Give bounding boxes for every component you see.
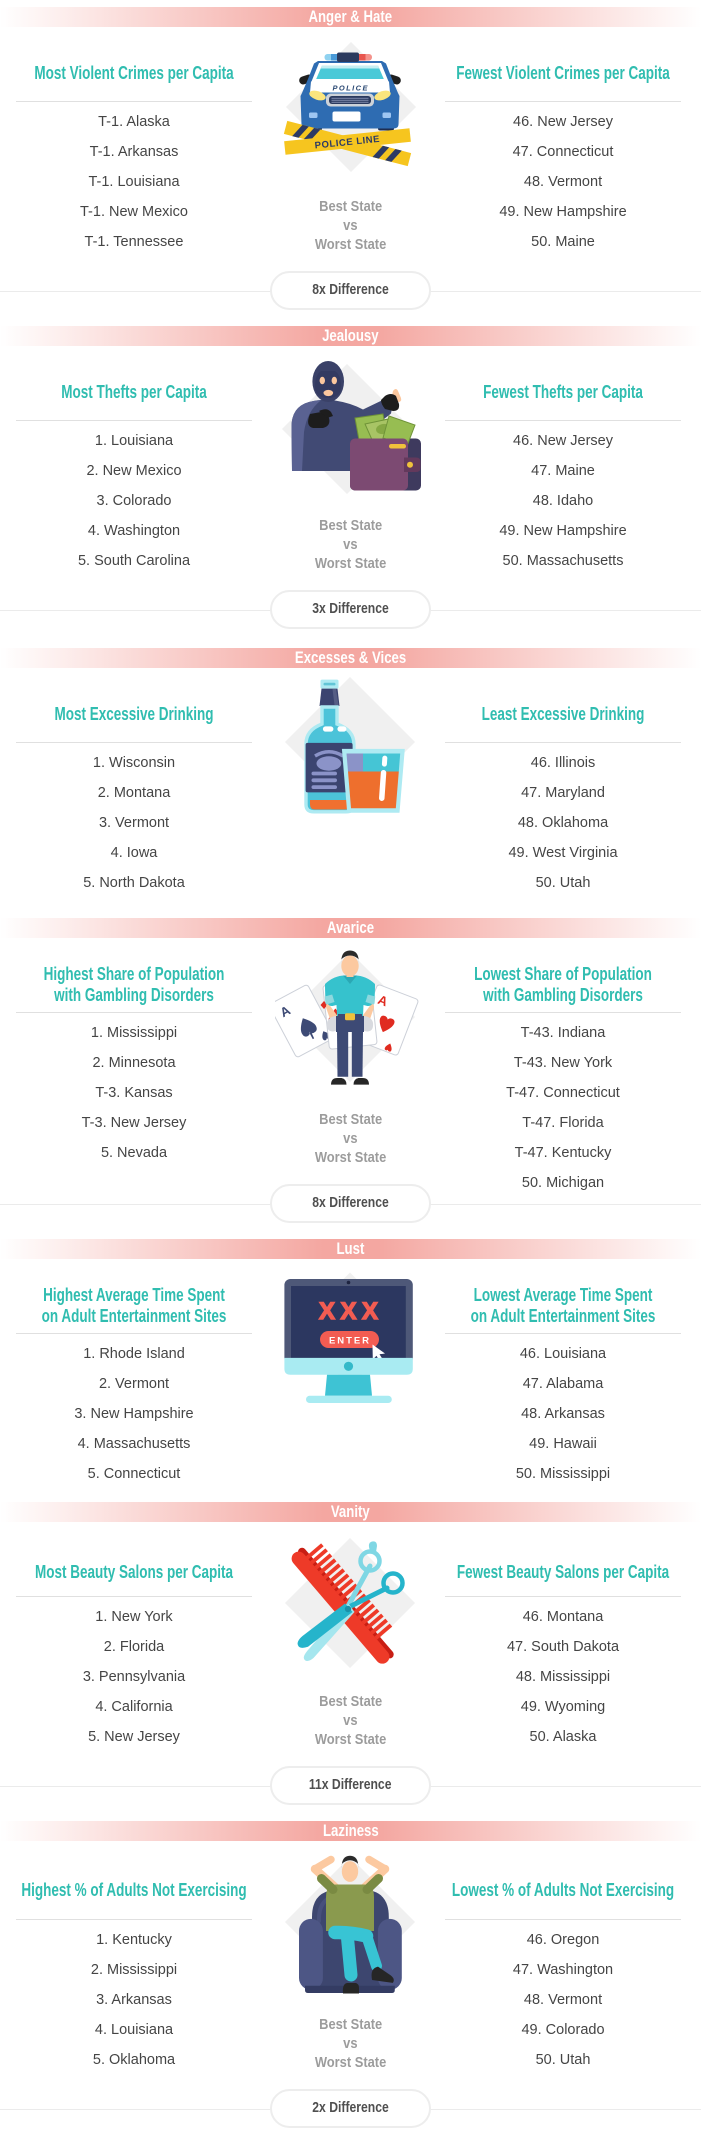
svg-text:ENTER: ENTER (329, 1336, 369, 1347)
svg-text:XXX: XXX (319, 1298, 378, 1325)
svg-text:POLICE: POLICE (333, 84, 369, 93)
